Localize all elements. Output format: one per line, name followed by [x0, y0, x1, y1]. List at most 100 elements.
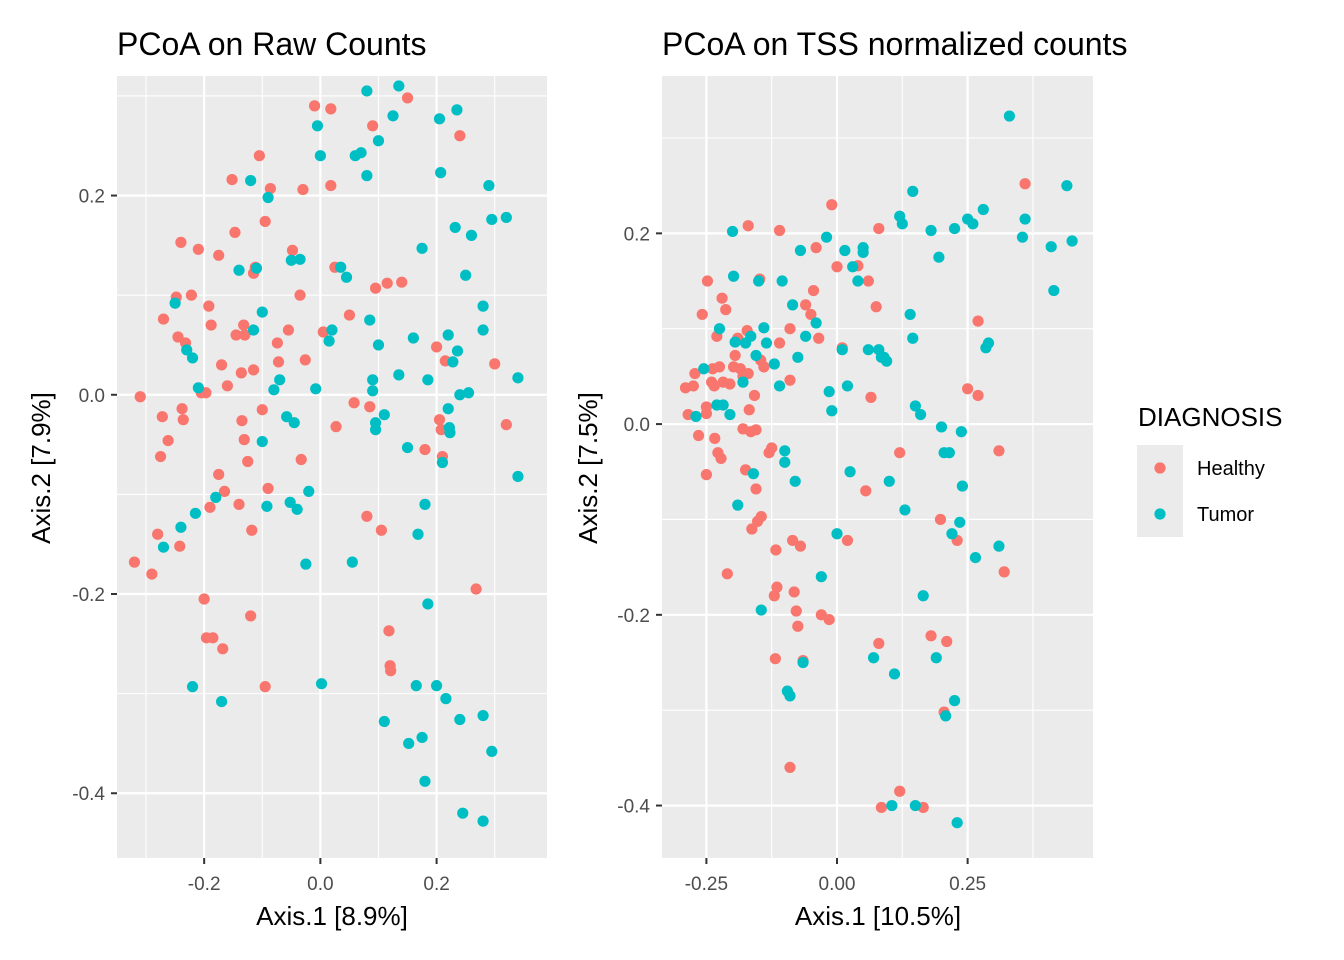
point-healthy: [217, 643, 229, 655]
point-healthy: [308, 100, 321, 112]
point-healthy: [348, 397, 360, 409]
point-healthy: [800, 299, 812, 311]
point-healthy: [297, 183, 309, 196]
point-healthy: [788, 586, 800, 598]
point-tumor: [454, 389, 466, 401]
point-healthy: [198, 593, 210, 605]
point-tumor: [186, 681, 199, 693]
point-healthy: [894, 447, 906, 459]
point-tumor: [291, 503, 303, 515]
point-tumor: [948, 695, 961, 707]
point-healthy: [794, 540, 807, 552]
y-tick-label: 0.0: [79, 386, 105, 407]
point-tumor: [256, 306, 268, 318]
point-tumor: [760, 337, 773, 349]
point-tumor: [419, 775, 431, 787]
point-tumor: [372, 339, 385, 351]
point-tumor: [779, 445, 791, 457]
point-tumor: [717, 399, 729, 411]
point-healthy: [246, 524, 258, 536]
point-healthy: [784, 761, 796, 774]
point-tumor: [907, 332, 919, 344]
point-healthy: [253, 150, 265, 162]
point-healthy: [271, 337, 283, 349]
point-tumor: [442, 329, 454, 341]
point-healthy: [998, 566, 1010, 578]
point-tumor: [451, 104, 463, 116]
point-tumor: [724, 408, 736, 421]
point-tumor: [956, 480, 968, 492]
point-tumor: [462, 387, 475, 399]
point-tumor: [933, 251, 945, 263]
point-healthy: [235, 367, 247, 379]
point-tumor: [883, 475, 895, 487]
point-healthy: [768, 590, 780, 602]
point-healthy: [213, 468, 225, 481]
y-tick-label: 0.0: [624, 415, 650, 436]
point-tumor: [820, 231, 833, 243]
point-healthy: [294, 289, 306, 301]
point-healthy: [419, 443, 431, 456]
point-healthy: [317, 326, 329, 338]
point-healthy: [134, 391, 146, 403]
point-tumor: [262, 191, 274, 204]
point-healthy: [790, 605, 802, 617]
plot-area: -0.25 0.00 0.25 -0.4 -0.2 0.0 0.2: [617, 76, 1093, 895]
point-healthy: [375, 524, 387, 536]
point-tumor: [787, 299, 799, 311]
point-tumor: [909, 400, 921, 412]
x-tick-label: 0.0: [307, 874, 333, 895]
point-tumor: [967, 218, 979, 230]
chart-title: PCoA on TSS normalized counts: [662, 26, 1127, 62]
point-tumor: [465, 229, 478, 241]
point-tumor: [210, 491, 222, 503]
point-tumor: [281, 411, 293, 423]
point-healthy: [813, 332, 825, 344]
y-axis-label: Axis.2 [7.5%]: [573, 392, 603, 544]
point-tumor: [909, 799, 921, 812]
x-tick-label: -0.25: [685, 874, 728, 895]
point-healthy: [807, 284, 820, 297]
point-tumor: [407, 332, 419, 344]
point-tumor: [726, 225, 739, 238]
point-tumor: [512, 470, 524, 483]
point-tumor: [245, 174, 257, 187]
point-tumor: [915, 408, 927, 421]
point-tumor: [847, 261, 859, 273]
point-healthy: [810, 242, 822, 254]
x-axis-label: Axis.1 [10.5%]: [795, 901, 961, 931]
point-healthy: [433, 414, 446, 426]
point-healthy: [700, 401, 713, 413]
point-tumor: [1061, 180, 1073, 192]
panel-background: [662, 76, 1093, 858]
point-healthy: [299, 354, 311, 366]
point-tumor: [215, 696, 228, 708]
point-healthy: [770, 544, 782, 556]
point-tumor: [737, 376, 749, 388]
point-healthy: [771, 581, 783, 593]
point-tumor: [951, 817, 963, 829]
point-tumor: [326, 324, 338, 336]
point-healthy: [401, 92, 414, 104]
point-tumor: [776, 275, 788, 287]
point-tumor: [157, 541, 170, 553]
point-tumor: [416, 731, 428, 744]
point-healthy: [746, 523, 758, 535]
point-tumor: [753, 275, 765, 287]
x-tick-label: 0.2: [423, 874, 449, 895]
point-tumor: [447, 356, 459, 368]
point-healthy: [721, 568, 733, 580]
point-healthy: [157, 313, 170, 325]
point-tumor: [430, 680, 443, 692]
point-healthy: [766, 442, 778, 454]
point-healthy: [233, 498, 245, 510]
point-healthy: [175, 236, 187, 248]
point-healthy: [203, 300, 215, 312]
point-tumor: [303, 485, 315, 498]
point-healthy: [369, 282, 382, 294]
point-tumor: [907, 185, 919, 197]
point-tumor: [800, 330, 812, 342]
point-tumor: [311, 120, 324, 132]
point-healthy: [742, 220, 754, 232]
point-tumor: [477, 815, 489, 827]
